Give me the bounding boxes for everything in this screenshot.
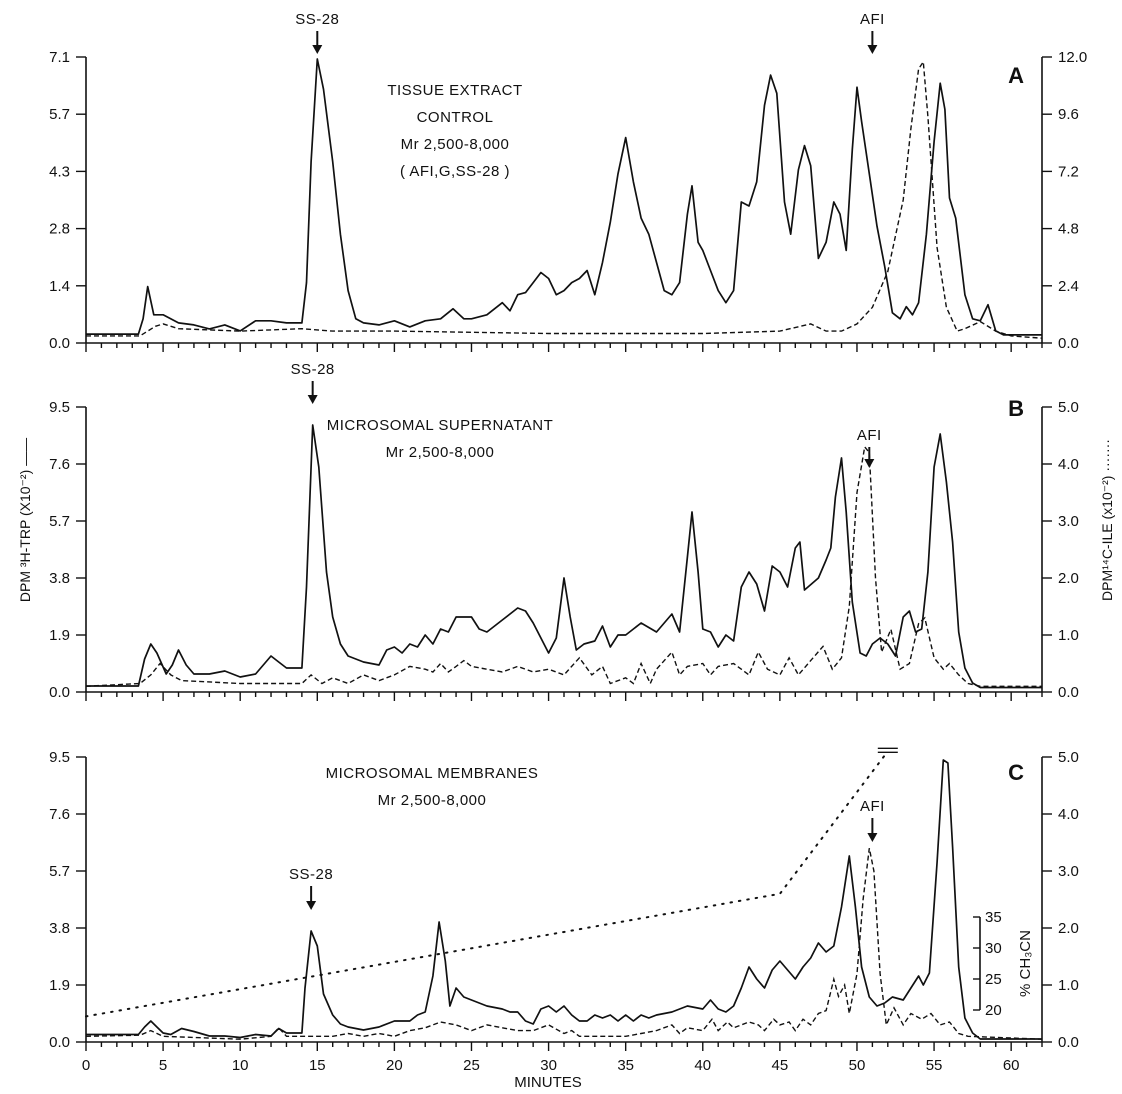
panel-annotation: TISSUE EXTRACT [387,82,522,99]
right-tick-label: 9.6 [1058,106,1079,123]
panel-annotation: MICROSOMAL MEMBRANES [326,765,539,782]
left-tick-label: 7.6 [49,456,70,473]
left-tick-label: 3.8 [49,570,70,587]
peak-label: AFI [857,427,882,444]
ch3cn-tick-label: 30 [985,940,1002,957]
right-tick-label: 5.0 [1058,749,1079,766]
x-tick-label: 45 [772,1057,789,1074]
left-tick-label: 2.8 [49,221,70,238]
panel-letter: A [1008,63,1024,88]
peak-arrowhead [306,901,317,910]
panel-c: 0.0 1.9 3.8 5.7 7.6 9.5 0.0 1.0 2.0 3.0 4.0 5.0 0 5 10… [49,747,1079,1074]
right-tick-label: 1.0 [1058,627,1079,644]
right-tick-label: 2.4 [1058,278,1079,295]
peak-arrowhead [312,45,323,54]
panel-annotation: Mr 2,500-8,000 [386,444,495,461]
x-tick-label: 10 [232,1057,249,1074]
panel-annotation: CONTROL [417,109,494,126]
x-tick-label: 15 [309,1057,326,1074]
dotted-trace [85,750,889,1018]
right-tick-label: 0.0 [1058,335,1079,352]
left-tick-label: 4.3 [49,163,70,180]
panel-letter: B [1008,396,1024,421]
peak-label: AFI [860,11,885,28]
right-tick-label: 4.0 [1058,456,1079,473]
x-tick-label: 60 [1003,1057,1020,1074]
left-tick-label: 9.5 [49,749,70,766]
right-tick-label: 4.8 [1058,221,1079,238]
x-tick-label: 30 [540,1057,557,1074]
peak-label: SS-28 [291,361,335,378]
left-tick-label: 7.6 [49,806,70,823]
right-tick-label: 2.0 [1058,570,1079,587]
left-tick-label: 0.0 [49,1034,70,1051]
left-tick-label: 1.9 [49,627,70,644]
solid-trace [86,424,1042,689]
peak-label: AFI [860,798,885,815]
x-tick-label: 0 [82,1057,90,1074]
panel-letter: C [1008,760,1024,785]
right-tick-label: 4.0 [1058,806,1079,823]
left-tick-label: 3.8 [49,920,70,937]
panel-annotation: MICROSOMAL SUPERNATANT [327,417,554,434]
x-axis-title: MINUTES [514,1074,582,1091]
right-tick-label: 12.0 [1058,49,1087,66]
panel-annotation: Mr 2,500-8,000 [401,136,510,153]
peak-arrowhead [307,395,318,404]
x-tick-label: 50 [849,1057,866,1074]
left-tick-label: 0.0 [49,684,70,701]
left-tick-label: 1.9 [49,977,70,994]
right-tick-label: 1.0 [1058,977,1079,994]
peak-arrowhead [867,45,878,54]
x-axis: MINUTES [514,1074,582,1091]
peak-label: SS-28 [295,11,339,28]
right-axis-title: DPM¹⁴C-ILE (x10⁻²) ······· [1099,439,1115,601]
right-tick-label: 0.0 [1058,1034,1079,1051]
left-tick-label: 7.1 [49,49,70,66]
ch3cn-tick-label: 25 [985,971,1002,988]
ch3cn-tick-label: 35 [985,909,1002,926]
right-tick-label: 3.0 [1058,513,1079,530]
ch3cn-axis-label: % CH₃CN [1017,930,1034,997]
panel-a: 0.0 1.4 2.8 4.3 5.7 7.1 0.0 2.4 4.8 7.2 9.6 12.0 A TI… [49,11,1087,352]
left-tick-label: 9.5 [49,399,70,416]
x-tick-label: 35 [617,1057,634,1074]
dashed-trace [85,848,1043,1040]
left-tick-label: 0.0 [49,335,70,352]
left-tick-label: 5.7 [49,106,70,123]
left-tick-label: 5.7 [49,513,70,530]
x-tick-label: 5 [159,1057,167,1074]
solid-trace [86,58,1042,336]
right-tick-label: 0.0 [1058,684,1079,701]
panel-annotation: Mr 2,500-8,000 [378,792,487,809]
peak-arrowhead [867,833,878,842]
left-tick-label: 1.4 [49,278,70,295]
x-tick-label: 20 [386,1057,403,1074]
left-tick-label: 5.7 [49,863,70,880]
right-tick-label: 3.0 [1058,863,1079,880]
ch3cn-tick-label: 20 [985,1002,1002,1019]
peak-label: SS-28 [289,866,333,883]
dashed-trace [86,59,1043,339]
chart-layer: 0.0 1.4 2.8 4.3 5.7 7.1 0.0 2.4 4.8 7.2 9.6 12.0 A TI… [49,11,1087,1074]
x-tick-label: 40 [694,1057,711,1074]
x-tick-label: 25 [463,1057,480,1074]
right-tick-label: 5.0 [1058,399,1079,416]
panel-b: 0.0 1.9 3.8 5.7 7.6 9.5 0.0 1.0 2.0 3.0 4.0 5.0 B MIC… [49,361,1079,701]
right-tick-label: 7.2 [1058,163,1079,180]
right-tick-label: 2.0 [1058,920,1079,937]
solid-trace [86,759,1042,1040]
left-axis-title: DPM ³H-TRP (X10⁻²) —— [17,438,33,602]
dashed-trace [85,445,1042,687]
panel-annotation: ( AFI,G,SS-28 ) [400,163,510,180]
peak-arrowhead [864,459,875,468]
x-tick-label: 55 [926,1057,943,1074]
